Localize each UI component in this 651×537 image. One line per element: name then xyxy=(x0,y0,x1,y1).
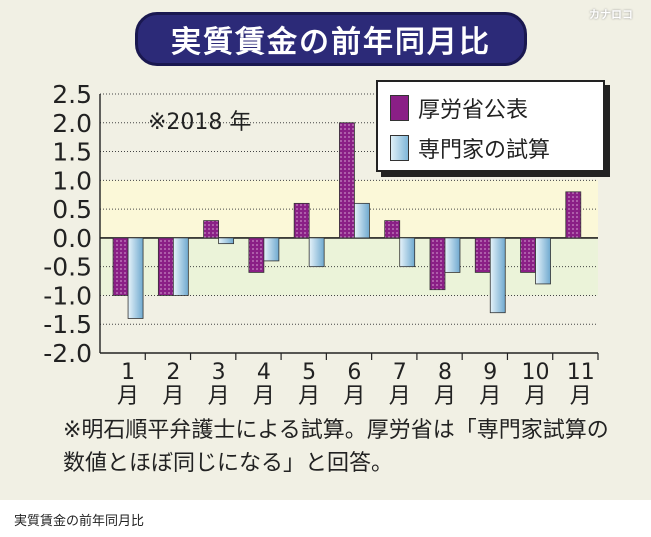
y-tick-label: 2.0 xyxy=(52,109,92,138)
bar-official xyxy=(474,237,491,273)
bar-expert xyxy=(535,237,551,285)
legend-swatch-expert xyxy=(390,135,409,161)
x-tick-label: 3 xyxy=(212,360,226,385)
legend-label-official: 厚労省公表 xyxy=(418,98,529,123)
y-tick-label: 0.0 xyxy=(52,224,92,253)
bar-expert xyxy=(127,237,144,319)
bar-expert xyxy=(354,202,370,239)
footnote: ※明石順平弁護士による試算。厚労省は「専門家試算の数値とほぼ同じになる」と回答。 xyxy=(63,418,609,476)
bar-expert xyxy=(308,237,325,268)
bar-expert xyxy=(172,237,189,296)
bar-official xyxy=(429,237,446,291)
x-tick-label: 5 xyxy=(302,360,316,385)
legend-item-expert: 専門家の試算 xyxy=(390,132,550,164)
bar-expert xyxy=(218,237,235,245)
x-tick-unit: 月 xyxy=(434,384,456,409)
x-tick-label: 11 xyxy=(567,360,595,385)
bar-official xyxy=(112,237,129,296)
bar-official xyxy=(339,122,355,239)
x-tick-unit: 月 xyxy=(389,384,411,409)
x-tick-unit: 月 xyxy=(479,384,501,409)
x-tick-label: 1 xyxy=(121,360,135,385)
x-tick-label: 8 xyxy=(438,360,452,385)
bar-chart: 2.52.01.51.00.50.0-0.5-1.0-1.5-2.0 1月2月3… xyxy=(43,80,599,409)
chart-title: 実質賃金の前年同月比 xyxy=(171,25,491,60)
x-tick-unit: 月 xyxy=(117,384,139,409)
x-tick-unit: 月 xyxy=(343,384,365,409)
image-caption: 実質賃金の前年同月比 xyxy=(14,514,145,529)
year-annotation: ※2018 年 xyxy=(148,110,252,135)
x-tick-unit: 月 xyxy=(162,384,184,409)
chart-title-box: 実質賃金の前年同月比 xyxy=(135,12,527,66)
x-tick-unit: 月 xyxy=(208,384,230,409)
bar-expert xyxy=(489,237,506,314)
bar-official xyxy=(384,220,401,239)
x-tick-label: 2 xyxy=(166,360,180,385)
x-tick-label: 4 xyxy=(257,360,271,385)
y-tick-label: 1.0 xyxy=(52,166,92,195)
legend-swatch-official xyxy=(390,95,409,121)
x-tick-label: 9 xyxy=(483,360,497,385)
x-tick-unit: 月 xyxy=(570,384,592,409)
y-tick-label: 0.5 xyxy=(52,195,92,224)
legend-item-official: 厚労省公表 xyxy=(390,92,528,124)
y-tick-label: 1.5 xyxy=(52,138,92,167)
legend: 厚労省公表 専門家の試算 xyxy=(376,80,605,172)
watermark-logo: カナロコ xyxy=(589,8,633,21)
bar-official xyxy=(248,237,265,273)
bar-official xyxy=(157,237,174,296)
bar-official xyxy=(520,237,536,273)
legend-label-expert: 専門家の試算 xyxy=(418,138,551,163)
bar-expert xyxy=(399,237,416,268)
y-tick-label: 2.5 xyxy=(52,80,92,109)
bar-official xyxy=(565,191,582,239)
y-tick-label: -1.5 xyxy=(43,310,92,339)
bar-expert xyxy=(444,237,461,273)
x-tick-unit: 月 xyxy=(298,384,320,409)
x-tick-unit: 月 xyxy=(525,384,547,409)
bar-expert xyxy=(263,237,280,262)
y-tick-label: -0.5 xyxy=(43,253,92,282)
bar-official xyxy=(203,220,220,239)
x-tick-label: 10 xyxy=(522,360,550,385)
x-tick-label: 6 xyxy=(347,360,361,385)
x-tick-unit: 月 xyxy=(253,384,275,409)
x-tick-label: 7 xyxy=(393,360,407,385)
bar-official xyxy=(293,202,310,239)
y-tick-label: -2.0 xyxy=(43,339,92,368)
y-tick-label: -1.0 xyxy=(43,281,92,310)
